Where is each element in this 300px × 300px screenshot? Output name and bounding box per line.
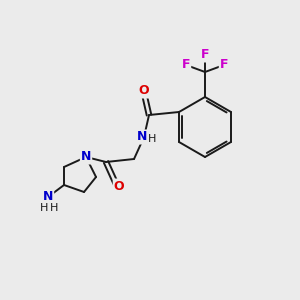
- Text: O: O: [139, 85, 149, 98]
- Text: F: F: [182, 58, 190, 71]
- Text: F: F: [220, 58, 228, 71]
- Text: N: N: [137, 130, 147, 143]
- Text: H: H: [40, 203, 48, 213]
- Text: H: H: [50, 203, 58, 213]
- Text: N: N: [81, 151, 91, 164]
- Text: N: N: [43, 190, 53, 203]
- Text: F: F: [201, 49, 209, 62]
- Text: H: H: [148, 134, 156, 144]
- Text: O: O: [114, 179, 124, 193]
